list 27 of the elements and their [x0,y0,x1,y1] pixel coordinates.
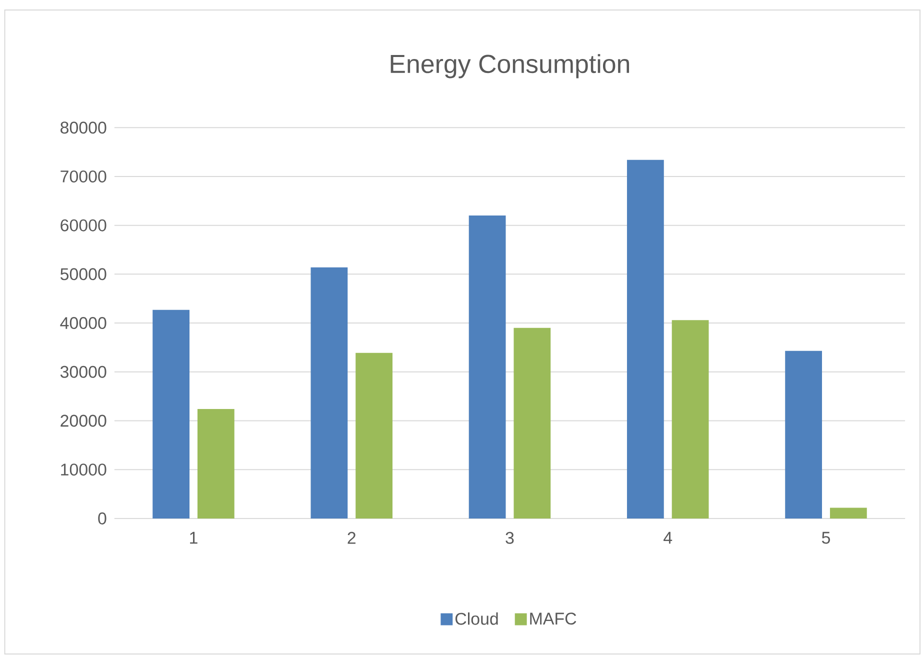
chart-title: Energy Consumption [390,54,630,78]
bar [356,352,392,518]
x-tick-label: 5 [822,532,830,544]
y-tick-label: 20000 [60,414,106,427]
bar [626,160,664,518]
y-tick-label: 70000 [60,170,106,182]
y-tick-label: 0 [98,512,106,524]
legend-label: MAFC [530,612,576,625]
y-tick-label: 10000 [61,464,106,476]
bar [152,310,190,518]
y-tick-label: 50000 [60,268,106,280]
legend-label: Cloud [455,612,498,625]
y-tick-label: 80000 [60,122,106,134]
y-tick-label: 60000 [60,219,106,232]
x-tick-label: 3 [506,532,514,544]
bar [672,320,709,518]
bar [468,216,506,518]
bar [830,508,867,518]
x-tick-label: 4 [664,532,672,544]
bar [785,350,822,518]
bar [310,267,348,518]
x-tick-label: 2 [348,532,356,544]
x-tick-label: 1 [190,532,198,544]
bar [197,409,234,518]
y-tick-label: 30000 [60,366,106,378]
bar [514,328,551,518]
y-tick-label: 40000 [60,317,106,330]
